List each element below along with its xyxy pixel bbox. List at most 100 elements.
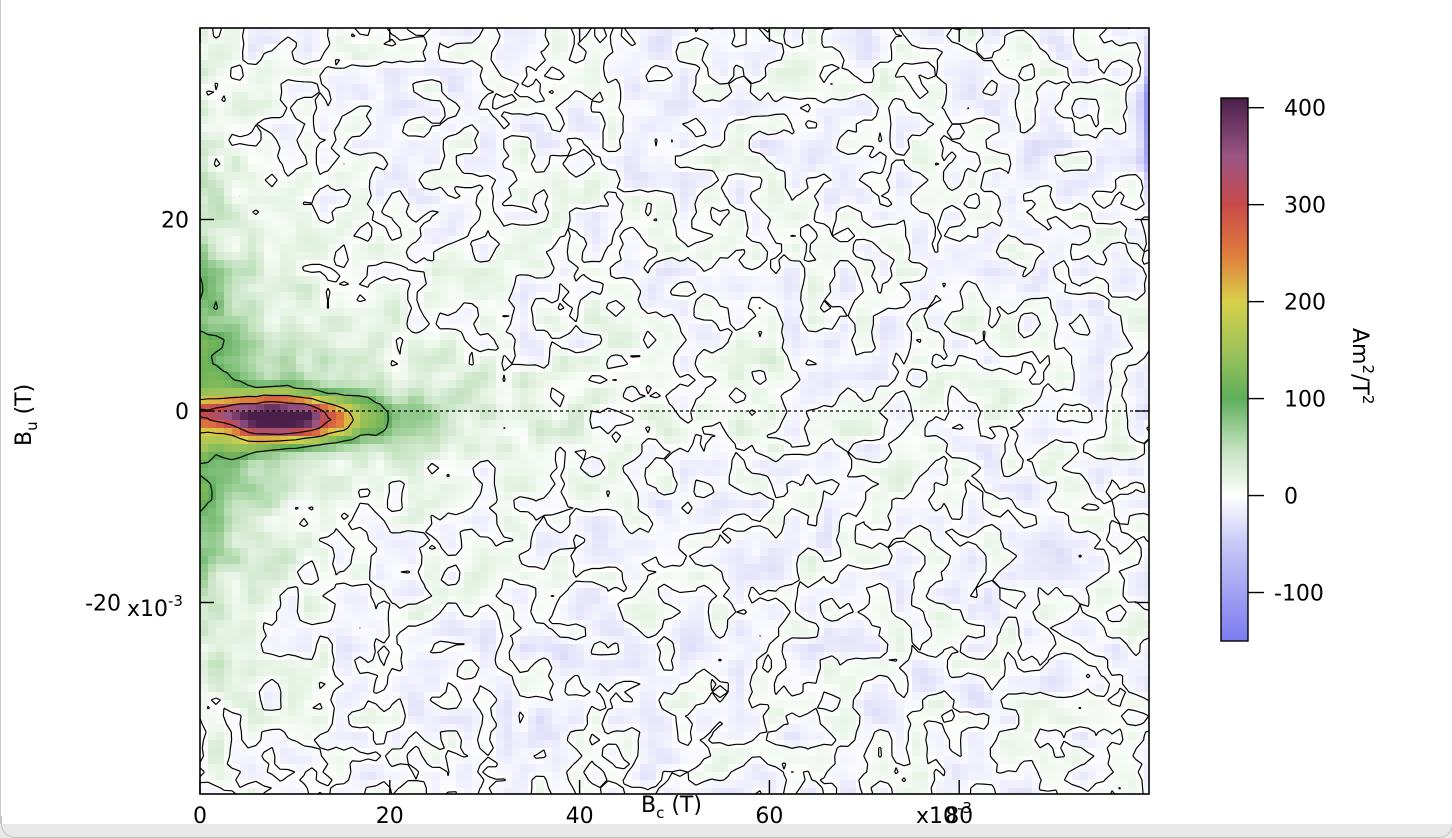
heatmap-cell	[1128, 100, 1137, 109]
heatmap-cell	[360, 116, 369, 125]
heatmap-cell	[336, 124, 345, 133]
heatmap-cell	[560, 76, 569, 85]
heatmap-cell	[280, 236, 289, 245]
heatmap-cell	[552, 292, 561, 301]
heatmap-cell	[280, 228, 289, 237]
heatmap-cell	[1096, 356, 1105, 365]
heatmap-cell	[728, 188, 737, 197]
heatmap-cell	[832, 228, 841, 237]
heatmap-cell	[920, 236, 929, 245]
heatmap-cell	[264, 348, 273, 357]
heatmap-cell	[1096, 228, 1105, 237]
heatmap-cell	[360, 76, 369, 85]
heatmap-cell	[1056, 124, 1065, 133]
heatmap-cell	[696, 140, 705, 149]
heatmap-cell	[752, 308, 761, 317]
heatmap-cell	[1048, 92, 1057, 101]
heatmap-cell	[784, 68, 793, 77]
heatmap-cell	[1088, 156, 1097, 165]
heatmap-cell	[920, 220, 929, 229]
heatmap-cell	[880, 244, 889, 253]
heatmap-cell	[1088, 276, 1097, 285]
heatmap-cell	[448, 188, 457, 197]
heatmap-cell	[216, 340, 225, 349]
heatmap-cell	[744, 36, 753, 45]
heatmap-cell	[840, 164, 849, 173]
heatmap-cell	[712, 308, 721, 317]
heatmap-cell	[344, 36, 353, 45]
heatmap-cell	[1128, 28, 1137, 37]
heatmap-cell	[632, 300, 641, 309]
heatmap-cell	[704, 276, 713, 285]
heatmap-cell	[384, 292, 393, 301]
heatmap-cell	[1008, 132, 1017, 141]
heatmap-cell	[912, 60, 921, 69]
heatmap-cell	[536, 252, 545, 261]
heatmap-cell	[464, 276, 473, 285]
heatmap-cell	[432, 316, 441, 325]
heatmap-cell	[672, 132, 681, 141]
heatmap-cell	[1128, 132, 1137, 141]
heatmap-cell	[424, 180, 433, 189]
heatmap-cell	[864, 100, 873, 109]
heatmap-cell	[416, 260, 425, 269]
heatmap-cell	[400, 52, 409, 61]
heatmap-cell	[1008, 180, 1017, 189]
heatmap-cell	[552, 196, 561, 205]
heatmap-cell	[632, 228, 641, 237]
heatmap-cell	[280, 332, 289, 341]
heatmap-cell	[480, 68, 489, 77]
heatmap-cell	[784, 292, 793, 301]
heatmap-cell	[552, 260, 561, 269]
heatmap-cell	[944, 348, 953, 357]
heatmap-cell	[520, 180, 529, 189]
heatmap-cell	[224, 116, 233, 125]
heatmap-cell	[200, 164, 209, 173]
heatmap-cell	[696, 260, 705, 269]
heatmap-cell	[248, 92, 257, 101]
heatmap-cell	[648, 100, 657, 109]
heatmap-cell	[616, 332, 625, 341]
heatmap-cell	[928, 284, 937, 293]
heatmap-cell	[1048, 164, 1057, 173]
heatmap-cell	[816, 44, 825, 53]
heatmap-cell	[392, 292, 401, 301]
heatmap-cell	[952, 268, 961, 277]
heatmap-cell	[520, 252, 529, 261]
heatmap-cell	[520, 164, 529, 173]
heatmap-cell	[456, 324, 465, 333]
heatmap-cell	[640, 76, 649, 85]
heatmap-cell	[416, 124, 425, 133]
heatmap-cell	[1064, 228, 1073, 237]
heatmap-cell	[904, 252, 913, 261]
heatmap-cell	[1112, 292, 1121, 301]
heatmap-cell	[1144, 284, 1149, 293]
heatmap-cell	[760, 60, 769, 69]
heatmap-cell	[1008, 100, 1017, 109]
heatmap-cell	[264, 76, 273, 85]
heatmap-cell	[1096, 212, 1105, 221]
heatmap-cell	[1048, 348, 1057, 357]
heatmap-cell	[256, 268, 265, 277]
heatmap-cell	[216, 212, 225, 221]
heatmap-cell	[224, 332, 233, 341]
heatmap-cell	[1080, 228, 1089, 237]
heatmap-cell	[384, 172, 393, 181]
heatmap-cell	[856, 156, 865, 165]
heatmap-cell	[704, 100, 713, 109]
heatmap-cell	[712, 140, 721, 149]
heatmap-cell	[536, 276, 545, 285]
heatmap-cell	[872, 180, 881, 189]
heatmap-cell	[928, 292, 937, 301]
heatmap-cell	[776, 316, 785, 325]
heatmap-cell	[336, 356, 345, 365]
heatmap-cell	[272, 332, 281, 341]
heatmap-cell	[448, 212, 457, 221]
heatmap-cell	[872, 252, 881, 261]
heatmap-cell	[1120, 332, 1129, 341]
heatmap-cell	[1064, 28, 1073, 37]
heatmap-cell	[792, 204, 801, 213]
heatmap-cell	[544, 188, 553, 197]
heatmap-cell	[464, 36, 473, 45]
heatmap-cell	[224, 140, 233, 149]
